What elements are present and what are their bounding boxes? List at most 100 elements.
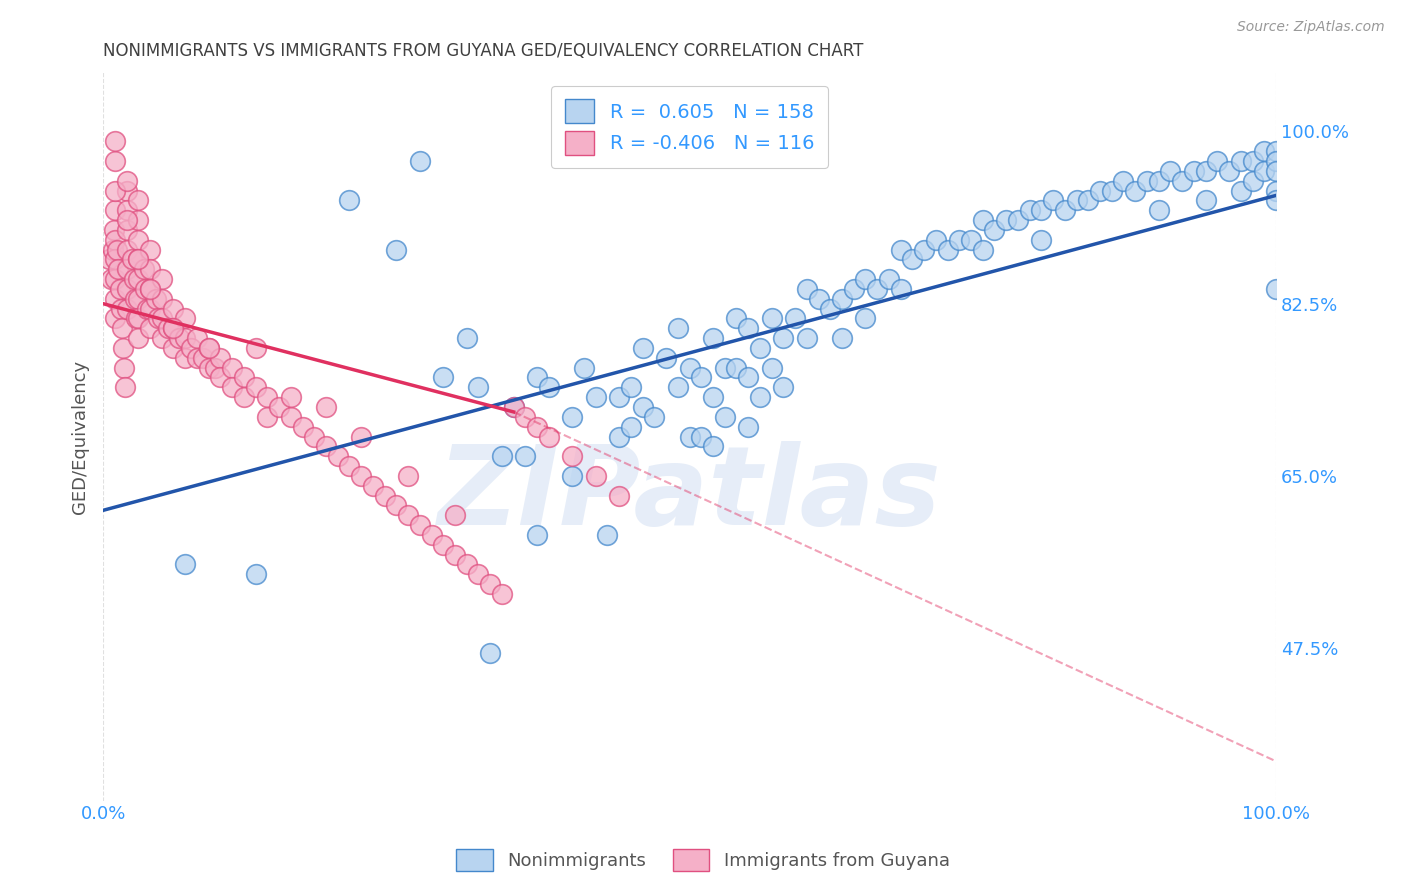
Point (785, 311, 807, 326)
Point (127, 252, 149, 267)
Point (121, 252, 143, 267)
Point (1077, 194, 1099, 208)
Point (796, 331, 818, 345)
Text: NONIMMIGRANTS VS IMMIGRANTS FROM GUYANA GED/EQUIVALENCY CORRELATION CHART: NONIMMIGRANTS VS IMMIGRANTS FROM GUYANA … (103, 42, 863, 60)
Point (256, 409, 278, 424)
Point (107, 262, 129, 277)
Point (197, 360, 219, 375)
Point (291, 419, 314, 434)
Point (1101, 184, 1123, 198)
Point (561, 409, 583, 424)
Point (115, 174, 138, 188)
Point (444, 548, 467, 562)
Point (1147, 174, 1170, 188)
Point (104, 311, 127, 326)
Point (162, 321, 184, 335)
Point (678, 360, 700, 375)
Point (127, 311, 149, 326)
Point (467, 567, 489, 582)
Point (280, 390, 302, 404)
Point (115, 213, 138, 227)
Point (204, 360, 226, 375)
Point (134, 282, 156, 296)
Point (502, 400, 524, 414)
Point (180, 341, 202, 355)
Point (174, 331, 197, 345)
Point (890, 243, 912, 257)
Point (127, 252, 149, 267)
Point (104, 252, 127, 267)
Point (877, 272, 900, 286)
Point (115, 223, 138, 237)
Point (232, 390, 254, 404)
Point (232, 370, 254, 384)
Point (174, 351, 197, 365)
Point (432, 370, 454, 384)
Point (702, 439, 724, 453)
Point (1159, 164, 1181, 178)
Point (197, 341, 219, 355)
Legend: Nonimmigrants, Immigrants from Guyana: Nonimmigrants, Immigrants from Guyana (450, 842, 956, 879)
Point (104, 272, 127, 286)
Point (1194, 164, 1216, 178)
Point (1253, 144, 1275, 158)
Point (326, 449, 349, 463)
Point (115, 301, 138, 316)
Point (256, 390, 278, 404)
Point (108, 282, 131, 296)
Point (456, 331, 478, 345)
Point (280, 409, 302, 424)
Point (772, 331, 794, 345)
Point (221, 360, 243, 375)
Point (315, 400, 337, 414)
Point (1218, 164, 1240, 178)
Point (162, 321, 184, 335)
Point (948, 233, 970, 247)
Point (150, 311, 173, 326)
Point (995, 213, 1018, 227)
Point (972, 243, 994, 257)
Point (479, 646, 502, 660)
Point (104, 292, 127, 306)
Point (245, 567, 267, 582)
Point (855, 272, 877, 286)
Point (572, 360, 595, 375)
Point (960, 233, 983, 247)
Point (1265, 144, 1288, 158)
Point (936, 243, 959, 257)
Point (385, 499, 408, 513)
Point (127, 213, 149, 227)
Point (737, 419, 759, 434)
Point (169, 331, 191, 345)
Point (148, 311, 170, 326)
Point (1031, 233, 1053, 247)
Point (396, 508, 419, 523)
Point (737, 370, 759, 384)
Point (139, 301, 162, 316)
Point (820, 301, 842, 316)
Point (807, 292, 830, 306)
Point (127, 292, 149, 306)
Point (361, 479, 384, 493)
Point (125, 311, 148, 326)
Point (537, 429, 560, 443)
Point (374, 489, 396, 503)
Point (350, 429, 373, 443)
Point (596, 528, 619, 542)
Point (245, 380, 267, 394)
Point (191, 351, 214, 365)
Point (209, 370, 232, 384)
Point (491, 449, 513, 463)
Point (1031, 203, 1053, 218)
Point (139, 321, 162, 335)
Point (748, 341, 770, 355)
Point (174, 311, 197, 326)
Point (1265, 153, 1288, 168)
Point (124, 292, 146, 306)
Point (666, 380, 689, 394)
Point (1265, 164, 1288, 178)
Point (972, 213, 994, 227)
Point (127, 194, 149, 208)
Point (526, 370, 548, 384)
Point (491, 587, 513, 601)
